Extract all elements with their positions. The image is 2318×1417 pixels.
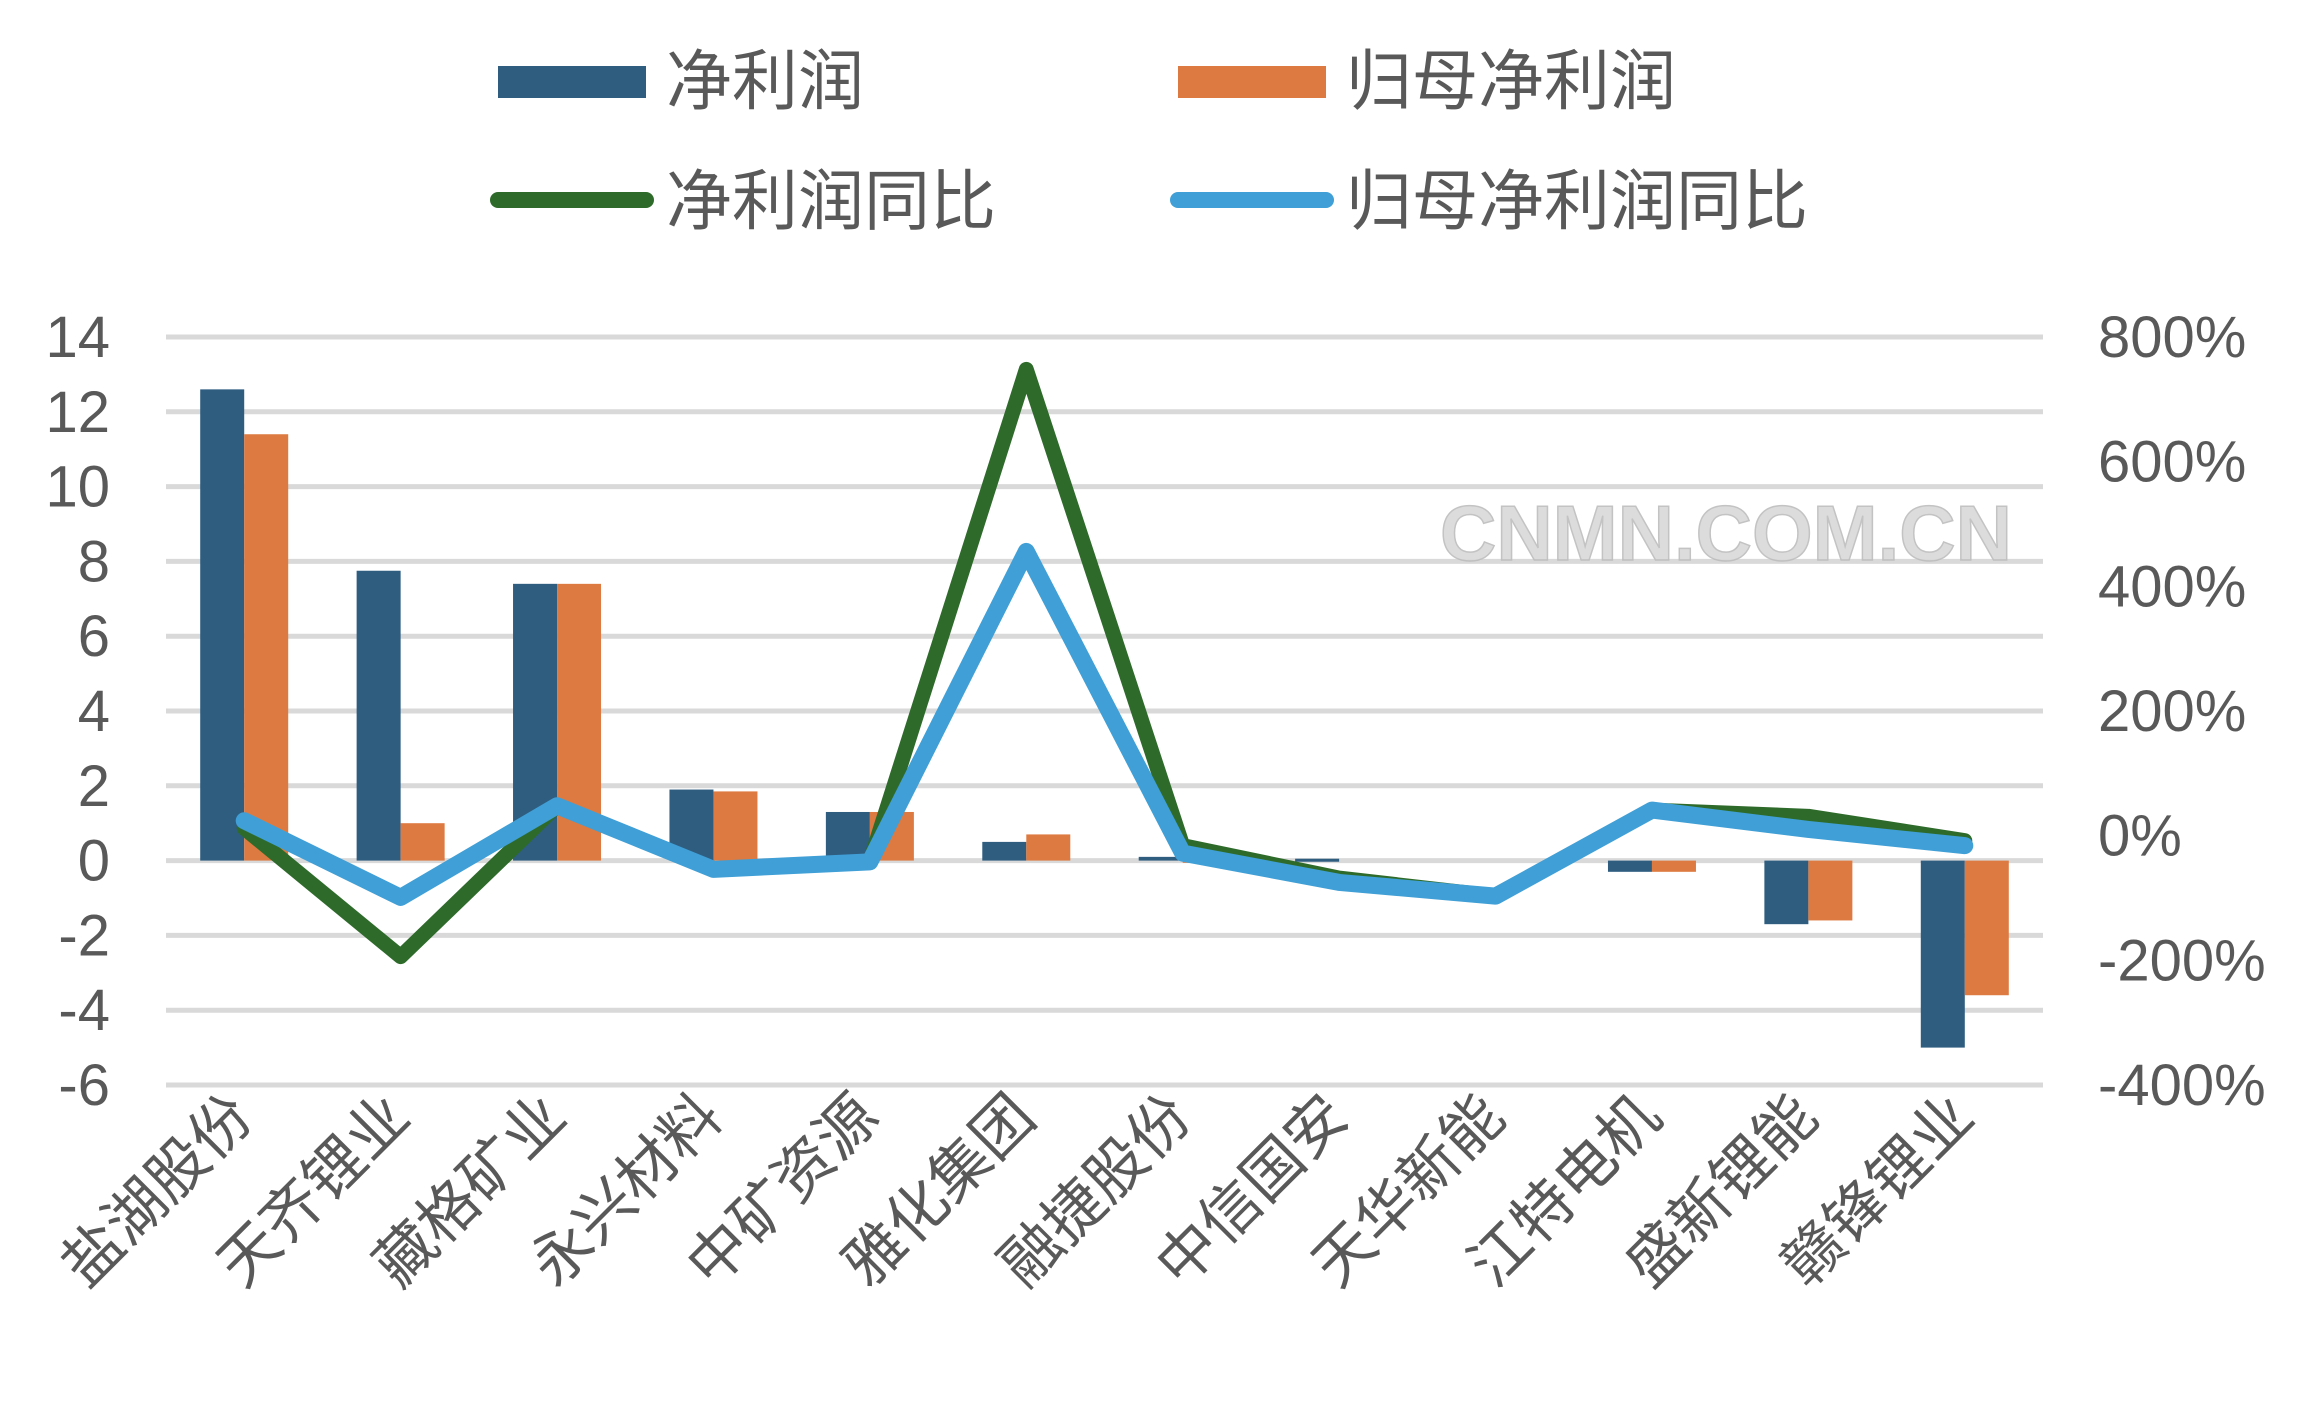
left-tick-label: 0 <box>78 829 110 894</box>
bar-net-profit <box>1920 860 1965 1048</box>
left-tick-label: -6 <box>58 1053 110 1118</box>
right-tick-label: 600% <box>2098 430 2246 495</box>
legend-label-net-profit-yoy: 净利润同比 <box>666 163 996 240</box>
legend-swatch-net-profit <box>498 66 646 98</box>
right-axis: 800% 600% 400% 200% 0% -200% -400% <box>2098 305 2266 1118</box>
right-tick-label: -400% <box>2098 1053 2266 1118</box>
gridlines <box>166 334 2043 1088</box>
legend: 净利润 归母净利润 净利润同比 归母净利润同比 <box>490 43 1808 240</box>
bar-parent-net-profit <box>713 791 758 861</box>
right-tick-label: 0% <box>2098 804 2182 869</box>
bar-parent-net-profit <box>1808 860 1853 921</box>
left-tick-label: 4 <box>78 679 110 744</box>
bar-parent-net-profit <box>1026 834 1071 861</box>
line-net-profit-yoy <box>236 361 1973 965</box>
bar-net-profit <box>1138 856 1183 861</box>
left-tick-label: 6 <box>78 604 110 669</box>
bar-net-profit <box>200 389 245 861</box>
left-tick-label: -4 <box>58 978 110 1043</box>
bar-parent-net-profit <box>244 434 289 861</box>
left-tick-label: 8 <box>78 529 110 594</box>
right-tick-label: 800% <box>2098 305 2246 370</box>
bar-net-profit <box>982 841 1027 861</box>
category-axis: 盐湖股份天齐锂业藏格矿业永兴材料中矿资源雅化集团融捷股份中信国安天华新能江特电机… <box>48 1081 1988 1300</box>
left-tick-label: 10 <box>45 455 110 520</box>
legend-label-parent-net-profit: 归母净利润 <box>1346 43 1676 120</box>
bar-net-profit <box>1295 858 1340 862</box>
left-tick-label: 14 <box>45 305 110 370</box>
legend-label-net-profit: 净利润 <box>666 43 864 120</box>
legend-label-parent-net-profit-yoy: 归母净利润同比 <box>1346 163 1808 240</box>
bar-net-profit <box>356 570 401 861</box>
bar-parent-net-profit <box>1651 860 1696 872</box>
bar-net-profit <box>1607 860 1652 872</box>
legend-swatch-parent-net-profit <box>1178 66 1326 98</box>
right-tick-label: -200% <box>2098 928 2266 993</box>
bar-net-profit <box>825 811 870 861</box>
bar-net-profit <box>1764 860 1809 925</box>
right-tick-label: 400% <box>2098 554 2246 619</box>
left-tick-label: 2 <box>78 754 110 819</box>
watermark: CNMN.COM.CN <box>1440 489 2012 577</box>
bar-parent-net-profit <box>1964 860 2009 996</box>
left-tick-label: -2 <box>58 903 110 968</box>
right-tick-label: 200% <box>2098 679 2246 744</box>
bar-parent-net-profit <box>400 823 445 861</box>
lines <box>235 361 1974 965</box>
left-tick-label: 12 <box>45 380 110 445</box>
left-axis: 14 12 10 8 6 4 2 0 -2 -4 -6 <box>45 305 110 1118</box>
line-parent-net-profit-yoy <box>235 542 1974 906</box>
